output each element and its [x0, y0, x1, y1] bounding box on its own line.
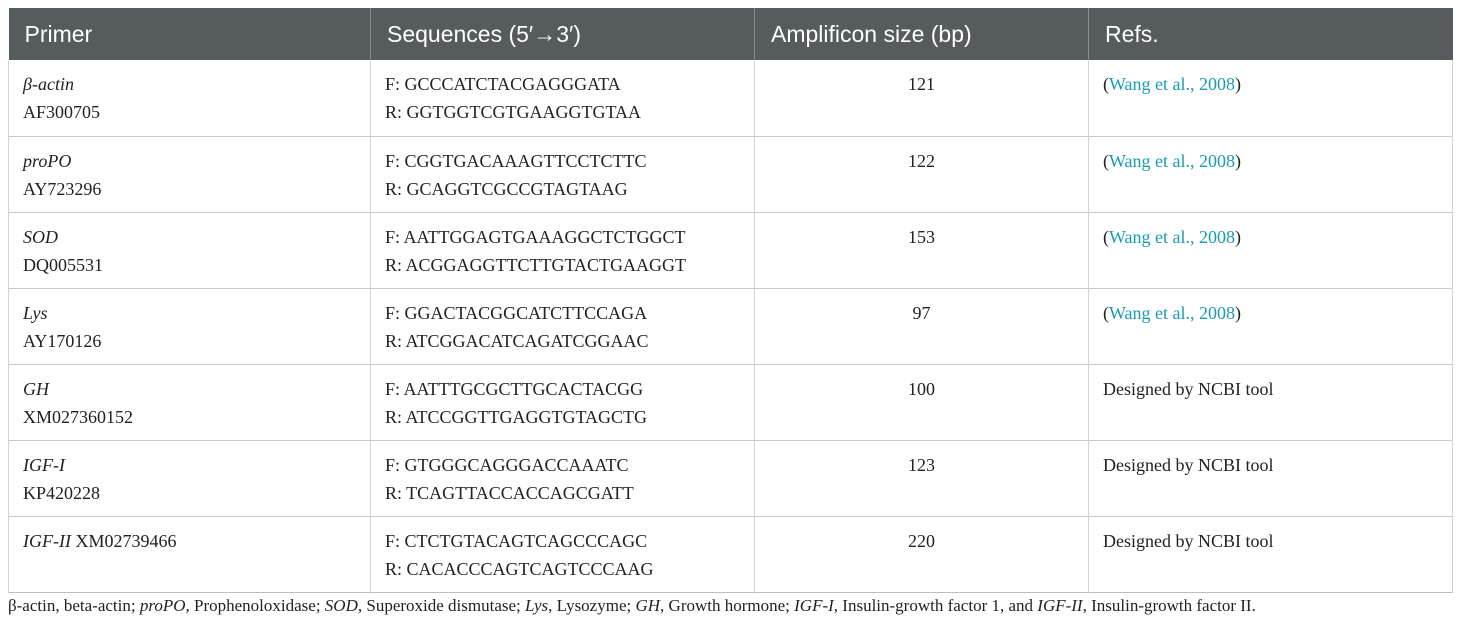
- ref-paren-close: ): [1235, 226, 1242, 247]
- footnote-gene: IGF-II: [1037, 596, 1083, 615]
- forward-sequence: F: AATTTGCGCTTGCACTACGG: [385, 378, 644, 399]
- ref-cell: (Wang et al., 2008): [1088, 136, 1453, 212]
- accession-number: XM02739466: [75, 530, 177, 551]
- accession-number: KP420228: [23, 482, 101, 503]
- footnote-text: , Growth hormone;: [660, 596, 795, 615]
- ref-cell: Designed by NCBI tool: [1088, 364, 1453, 440]
- forward-sequence: F: CTCTGTACAGTCAGCCCAGC: [385, 530, 648, 551]
- reverse-sequence: R: CACACCCAGTCAGTCCCAAG: [385, 558, 654, 579]
- sequence-cell: F: CTCTGTACAGTCAGCCCAGC R: CACACCCAGTCAG…: [370, 516, 755, 592]
- primer-cell: SOD DQ005531: [8, 212, 371, 288]
- footnote-text: , Superoxide dismutase;: [357, 596, 526, 615]
- primer-table: Primer Sequences (5′→3′) Amplificon size…: [8, 8, 1453, 593]
- ref-paren-close: ): [1235, 302, 1242, 323]
- gene-name: IGF-II: [23, 530, 71, 551]
- ref-link[interactable]: Wang et al., 2008: [1109, 302, 1236, 323]
- amplicon-size-cell: 220: [754, 516, 1089, 592]
- gene-name: GH: [23, 378, 49, 399]
- amplicon-size-cell: 122: [754, 136, 1089, 212]
- header-refs: Refs.: [1105, 20, 1159, 47]
- header-sequences: Sequences (5′→3′): [370, 8, 755, 60]
- table-row: Lys AY170126 F: GGACTACGGCATCTTCCAGA R: …: [8, 288, 1453, 364]
- ref-paren-open: (: [1103, 150, 1109, 171]
- sequence-cell: F: AATTGGAGTGAAAGGCTCTGGCT R: ACGGAGGTTC…: [370, 212, 755, 288]
- footnote-gene: SOD: [324, 596, 358, 615]
- footnote-gene: IGF-I: [794, 596, 834, 615]
- ref-paren-close: ): [1235, 74, 1242, 94]
- primer-cell: GH XM027360152: [8, 364, 371, 440]
- accession-number: AF300705: [23, 102, 101, 122]
- gene-name: Lys: [23, 302, 48, 323]
- accession-number: DQ005531: [23, 254, 103, 275]
- table-header: Primer Sequences (5′→3′) Amplificon size…: [8, 8, 1453, 60]
- table-row: SOD DQ005531 F: AATTGGAGTGAAAGGCTCTGGCT …: [8, 212, 1453, 288]
- accession-number: AY723296: [23, 178, 102, 199]
- amplicon-size-cell: 97: [754, 288, 1089, 364]
- footnote-gene: proPO: [139, 596, 186, 615]
- footnote-text: , Insulin-growth factor II.: [1082, 596, 1256, 615]
- sequence-cell: F: GCCCATCTACGAGGGATA R: GGTGGTCGTGAAGGT…: [370, 60, 755, 136]
- reverse-sequence: R: GCAGGTCGCCGTAGTAAG: [385, 178, 628, 199]
- ref-paren-close: ): [1235, 150, 1242, 171]
- ref-paren-open: (: [1103, 302, 1109, 323]
- footnote-text: , Lysozyme;: [548, 596, 636, 615]
- amplicon-size-cell: 121: [754, 60, 1089, 136]
- ref-paren-open: (: [1103, 74, 1109, 94]
- footnote-text: β-actin, beta-actin;: [8, 596, 140, 615]
- table-row: IGF-I KP420228 F: GTGGGCAGGGACCAAATC R: …: [8, 440, 1453, 516]
- ref-link[interactable]: Wang et al., 2008: [1109, 226, 1236, 247]
- table-row: proPO AY723296 F: CGGTGACAAAGTTCCTCTTC R…: [8, 136, 1453, 212]
- footnote-text: , Prophenoloxidase;: [185, 596, 325, 615]
- header-primer: Primer: [8, 8, 371, 60]
- table-row: GH XM027360152 F: AATTTGCGCTTGCACTACGG R…: [8, 364, 1453, 440]
- ref-cell: (Wang et al., 2008): [1088, 288, 1453, 364]
- ref-cell: Designed by NCBI tool: [1088, 516, 1453, 592]
- accession-number: XM027360152: [23, 406, 134, 427]
- primer-cell: Lys AY170126: [8, 288, 371, 364]
- gene-name: β-actin: [23, 74, 74, 94]
- table-row: β-actin AF300705 F: GCCCATCTACGAGGGATA R…: [8, 60, 1453, 136]
- gene-name: proPO: [23, 150, 72, 171]
- sequence-cell: F: GTGGGCAGGGACCAAATC R: TCAGTTACCACCAGC…: [370, 440, 755, 516]
- reverse-sequence: R: GGTGGTCGTGAAGGTGTAA: [385, 102, 642, 122]
- footnote-gene: Lys: [525, 596, 549, 615]
- amplicon-size-cell: 100: [754, 364, 1089, 440]
- forward-sequence: F: AATTGGAGTGAAAGGCTCTGGCT: [385, 226, 686, 247]
- sequence-cell: F: CGGTGACAAAGTTCCTCTTC R: GCAGGTCGCCGTA…: [370, 136, 755, 212]
- ref-paren-open: (: [1103, 226, 1109, 247]
- reverse-sequence: R: TCAGTTACCACCAGCGATT: [385, 482, 634, 503]
- reverse-sequence: R: ACGGAGGTTCTTGTACTGAAGGT: [385, 254, 687, 275]
- forward-sequence: F: GGACTACGGCATCTTCCAGA: [385, 302, 648, 323]
- gene-and-accession: IGF-II XM02739466: [23, 527, 356, 555]
- sequence-cell: F: AATTTGCGCTTGCACTACGG R: ATCCGGTTGAGGT…: [370, 364, 755, 440]
- ref-link[interactable]: Wang et al., 2008: [1109, 150, 1236, 171]
- table-row: IGF-II XM02739466 F: CTCTGTACAGTCAGCCCAG…: [8, 516, 1453, 592]
- primer-cell: proPO AY723296: [8, 136, 371, 212]
- footnote-gene: GH: [635, 596, 661, 615]
- sequence-cell: F: GGACTACGGCATCTTCCAGA R: ATCGGACATCAGA…: [370, 288, 755, 364]
- forward-sequence: F: GTGGGCAGGGACCAAATC: [385, 454, 629, 475]
- primer-table-container: Primer Sequences (5′→3′) Amplificon size…: [8, 8, 1453, 593]
- table-body: β-actin AF300705 F: GCCCATCTACGAGGGATA R…: [8, 60, 1453, 592]
- amplicon-size-cell: 123: [754, 440, 1089, 516]
- footnote-text: , Insulin-growth factor 1, and: [833, 596, 1038, 615]
- ref-link[interactable]: Wang et al., 2008: [1109, 74, 1236, 94]
- amplicon-size-cell: 153: [754, 212, 1089, 288]
- reverse-sequence: R: ATCCGGTTGAGGTGTAGCTG: [385, 406, 648, 427]
- ref-cell: Designed by NCBI tool: [1088, 440, 1453, 516]
- accession-number: AY170126: [23, 330, 102, 351]
- header-row: Primer Sequences (5′→3′) Amplificon size…: [8, 8, 1453, 60]
- forward-sequence: F: CGGTGACAAAGTTCCTCTTC: [385, 150, 647, 171]
- ref-cell: (Wang et al., 2008): [1088, 212, 1453, 288]
- ref-cell: (Wang et al., 2008): [1088, 60, 1453, 136]
- gene-name: IGF-I: [23, 454, 65, 475]
- forward-sequence: F: GCCCATCTACGAGGGATA: [385, 74, 621, 94]
- reverse-sequence: R: ATCGGACATCAGATCGGAAC: [385, 330, 649, 351]
- gene-name: SOD: [23, 226, 58, 247]
- header-amplicon-size: Amplificon size (bp): [754, 8, 1089, 60]
- primer-cell: IGF-II XM02739466: [8, 516, 371, 592]
- table-footnote: β-actin, beta-actin; proPO, Prophenoloxi…: [8, 596, 1256, 616]
- primer-cell: β-actin AF300705: [8, 60, 371, 136]
- primer-cell: IGF-I KP420228: [8, 440, 371, 516]
